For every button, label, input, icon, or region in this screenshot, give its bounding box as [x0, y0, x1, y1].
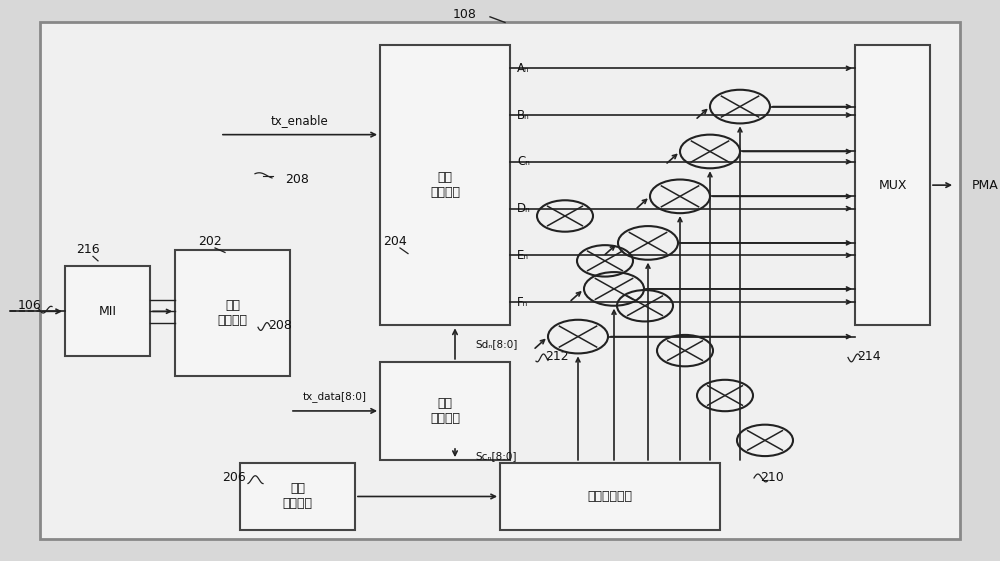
Text: 108: 108 — [453, 7, 477, 21]
Text: 比特
转换模块: 比特 转换模块 — [217, 299, 247, 327]
Text: 数据
加扰模块: 数据 加扰模块 — [430, 397, 460, 425]
Text: tx_data[8:0]: tx_data[8:0] — [303, 392, 367, 402]
Text: Bₙ: Bₙ — [517, 108, 530, 122]
FancyBboxPatch shape — [40, 22, 960, 539]
FancyBboxPatch shape — [855, 45, 930, 325]
Text: 204: 204 — [383, 234, 407, 248]
Text: 符号扰乱模块: 符号扰乱模块 — [588, 490, 633, 503]
Text: MUX: MUX — [878, 178, 907, 192]
Text: 辅助
加扰模块: 辅助 加扰模块 — [283, 482, 312, 511]
Text: 符号
发生模块: 符号 发生模块 — [430, 171, 460, 199]
Text: Fₙ: Fₙ — [517, 296, 528, 309]
Text: Sdₙ[8:0]: Sdₙ[8:0] — [475, 339, 517, 348]
Text: 214: 214 — [857, 350, 881, 363]
Text: Aₙ: Aₙ — [517, 62, 530, 75]
FancyBboxPatch shape — [65, 266, 150, 356]
Text: Scₙ[8:0]: Scₙ[8:0] — [475, 451, 516, 461]
FancyBboxPatch shape — [500, 463, 720, 530]
FancyBboxPatch shape — [175, 250, 290, 376]
Text: 206: 206 — [222, 471, 246, 485]
Text: tx_enable: tx_enable — [271, 114, 329, 127]
Text: Dₙ: Dₙ — [517, 202, 531, 215]
Text: PMA: PMA — [972, 178, 999, 192]
Text: 212: 212 — [545, 350, 569, 363]
Text: 216: 216 — [76, 243, 100, 256]
Text: Eₙ: Eₙ — [517, 249, 529, 262]
FancyBboxPatch shape — [240, 463, 355, 530]
FancyBboxPatch shape — [380, 362, 510, 460]
Text: 202: 202 — [198, 234, 222, 248]
Text: 208: 208 — [268, 319, 292, 332]
Text: Cₙ: Cₙ — [517, 155, 530, 168]
FancyBboxPatch shape — [380, 45, 510, 325]
Text: 106: 106 — [18, 299, 42, 312]
Text: 210: 210 — [760, 471, 784, 485]
Text: 208: 208 — [285, 173, 309, 186]
Text: MII: MII — [99, 305, 117, 318]
